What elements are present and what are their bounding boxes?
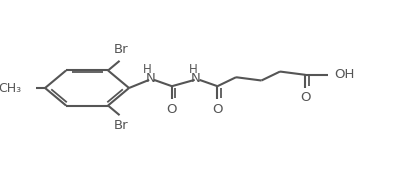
Text: N: N xyxy=(191,72,200,85)
Text: O: O xyxy=(167,103,177,116)
Text: O: O xyxy=(300,91,311,104)
Text: H: H xyxy=(188,63,197,76)
Text: OH: OH xyxy=(334,68,355,81)
Text: N: N xyxy=(146,72,155,85)
Text: Br: Br xyxy=(113,43,128,56)
Text: H: H xyxy=(143,63,152,76)
Text: O: O xyxy=(212,103,223,116)
Text: CH₃: CH₃ xyxy=(0,81,21,95)
Text: Br: Br xyxy=(114,119,129,132)
